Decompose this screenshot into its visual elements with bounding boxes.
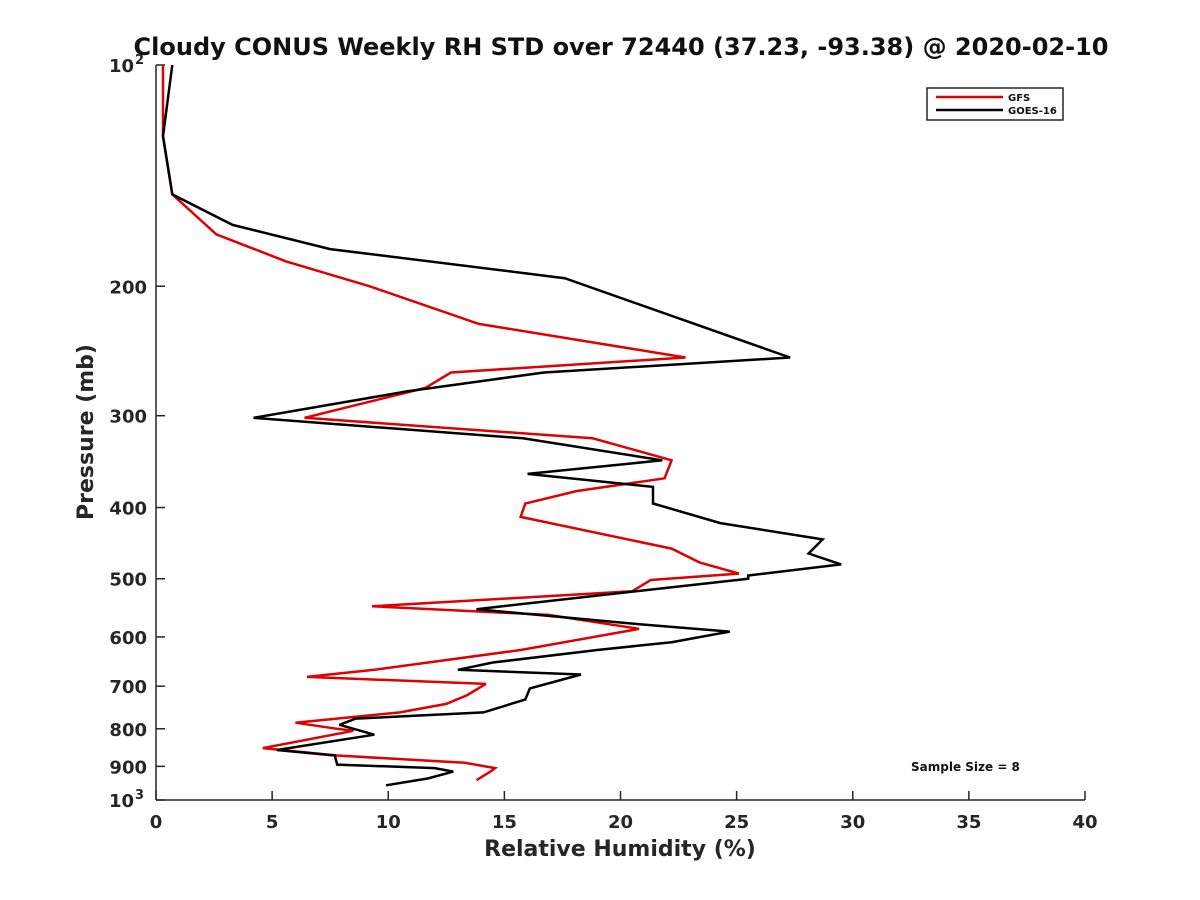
x-tick-label: 0 (150, 812, 163, 833)
legend-label-gfs: GFS (1008, 93, 1030, 104)
y-tick-label: 10 (109, 56, 134, 77)
y-axis-label: Pressure (mb) (74, 344, 99, 520)
y-tick-label: 500 (109, 570, 147, 591)
y-tick-exponent: 3 (135, 788, 144, 803)
y-tick-label: 200 (109, 277, 147, 298)
chart-title: Cloudy CONUS Weekly RH STD over 72440 (3… (134, 33, 1109, 61)
plot-area (155, 65, 1085, 801)
y-tick-exponent: 2 (135, 53, 144, 68)
x-axis-label: Relative Humidity (%) (484, 837, 756, 862)
y-tick-label: 900 (109, 757, 147, 778)
y-tick-label: 300 (109, 407, 147, 428)
x-tick-label: 5 (266, 812, 279, 833)
x-tick-label: 10 (376, 812, 401, 833)
x-ticks: 0 5 10 15 20 25 30 35 40 (150, 791, 1098, 833)
series-line-goes-16 (161, 64, 842, 787)
legend-label-goes-16: GOES-16 (1008, 106, 1057, 117)
x-tick-label: 35 (956, 812, 981, 833)
series-line-gfs (161, 65, 740, 782)
x-tick-label: 25 (724, 812, 749, 833)
x-tick-label: 30 (840, 812, 865, 833)
y-tick-label: 600 (109, 628, 147, 649)
x-tick-label: 20 (608, 812, 633, 833)
series-group (161, 64, 842, 787)
y-tick-label: 700 (109, 677, 147, 698)
sample-size-annotation: Sample Size = 8 (911, 760, 1020, 774)
y-tick-label: 800 (109, 720, 147, 741)
x-tick-label: 15 (492, 812, 517, 833)
legend-box (926, 87, 1064, 121)
legend: GFS GOES-16 (926, 87, 1064, 121)
y-tick-label: 10 (109, 791, 134, 812)
x-tick-label: 40 (1072, 812, 1097, 833)
y-tick-label: 400 (109, 499, 147, 520)
